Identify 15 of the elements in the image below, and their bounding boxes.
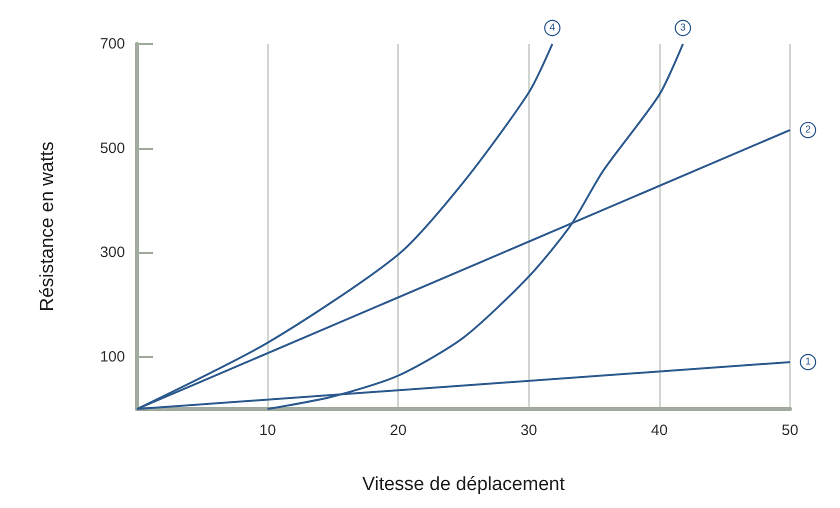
y-tick-label: 700 <box>100 36 125 52</box>
series-label: 4 <box>550 22 556 34</box>
y-tick-label: 100 <box>100 348 125 366</box>
series-label: 2 <box>805 124 812 136</box>
x-tick-label: 40 <box>651 422 668 439</box>
x-tick-label: 30 <box>520 422 538 439</box>
x-tick-label: 10 <box>259 422 276 439</box>
y-axis-title: Résistance en watts <box>37 141 58 312</box>
series-label: 1 <box>805 356 812 368</box>
x-axis-title: Vitesse de déplacement <box>362 474 566 495</box>
series-label: 3 <box>680 22 686 34</box>
y-tick-label: 300 <box>100 244 125 262</box>
x-tick-label: 20 <box>390 422 407 439</box>
x-tick-label: 50 <box>782 422 798 439</box>
y-tick-label: 500 <box>100 140 125 157</box>
